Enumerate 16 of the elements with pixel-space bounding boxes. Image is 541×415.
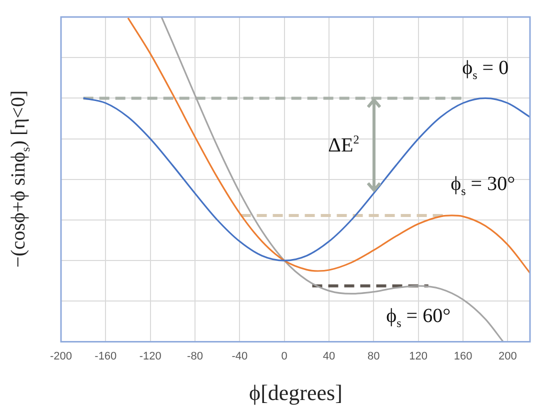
series-label: ϕ$_{s}$ = 0 xyxy=(462,57,509,84)
x-tick-label: -40 xyxy=(232,350,248,362)
x-axis-title: ϕ[degrees] xyxy=(249,380,342,406)
x-tick-label: 200 xyxy=(498,350,517,362)
x-tick-label: -160 xyxy=(94,350,117,362)
annotation: ΔE$^{2}$ xyxy=(328,132,360,158)
x-tick-label: 0 xyxy=(281,350,288,362)
x-tick-label: 120 xyxy=(409,350,428,362)
x-tick-label: 40 xyxy=(322,350,336,362)
series-label: ϕ$_{s}$ = 60° xyxy=(386,304,451,331)
x-tick-label: -200 xyxy=(50,350,72,362)
x-tick-label: 80 xyxy=(368,350,380,362)
x-tick-label: -120 xyxy=(139,350,162,362)
x-tick-label: -80 xyxy=(187,350,203,362)
series-label: ϕ$_{s}$ = 30° xyxy=(450,173,516,200)
x-tick-label: 160 xyxy=(454,350,472,362)
